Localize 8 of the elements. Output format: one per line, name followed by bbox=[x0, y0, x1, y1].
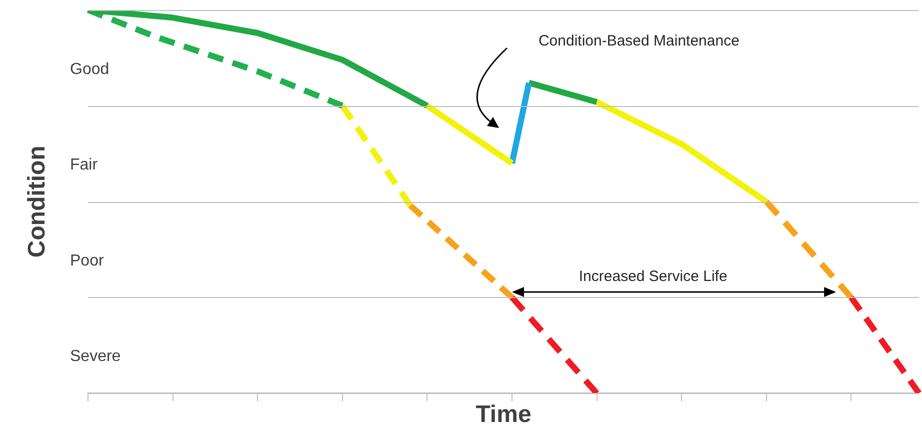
annotation: Increased Service Life bbox=[578, 268, 728, 285]
ref-line-label: Severe bbox=[70, 348, 121, 366]
ref-line-label: Good bbox=[70, 60, 110, 78]
ref-line-label: Poor bbox=[70, 252, 104, 270]
x-axis-title: Time bbox=[476, 401, 532, 428]
y-axis-title: Condition bbox=[24, 146, 51, 258]
annotation: Condition-Based Maintenance bbox=[538, 32, 740, 50]
ref-line-label: Fair bbox=[70, 156, 98, 174]
